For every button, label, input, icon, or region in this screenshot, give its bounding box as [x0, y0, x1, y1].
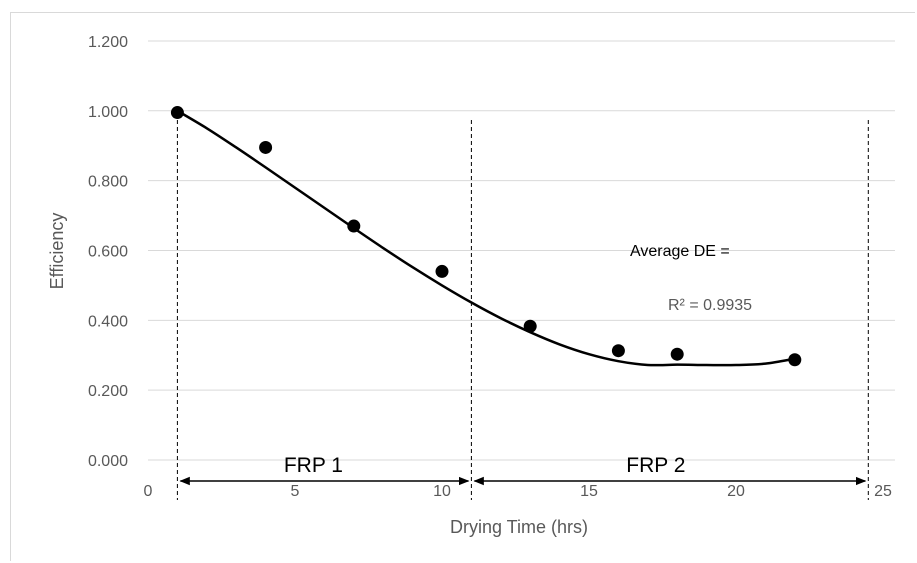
data-points [170, 106, 802, 367]
x-axis-ticks: 0 5 10 15 20 25 [144, 483, 892, 500]
trendline [176, 109, 796, 367]
x-tick-label: 20 [727, 483, 745, 500]
data-point [670, 347, 684, 361]
average-de-label: Average DE = [630, 243, 730, 260]
region-label: FRP 1 [284, 454, 343, 477]
y-tick-label: 0.400 [88, 313, 128, 330]
data-point [259, 140, 273, 154]
data-point [347, 219, 361, 233]
y-tick-label: 0.600 [88, 243, 128, 260]
region-arrows: FRP 1 FRP 2 [179, 454, 867, 486]
x-tick-label: 10 [433, 483, 451, 500]
region-label: FRP 2 [626, 454, 685, 477]
y-tick-label: 1.000 [88, 104, 128, 121]
y-tick-label: 0.200 [88, 383, 128, 400]
y-axis-ticks: 0.000 0.200 0.400 0.600 0.800 1.000 1.200 [88, 34, 128, 470]
y-axis-title: Efficiency [47, 213, 67, 290]
y-tick-label: 1.200 [88, 34, 128, 51]
data-point [611, 344, 625, 358]
data-point [788, 353, 802, 367]
r-squared-label: R² = 0.9935 [668, 297, 752, 314]
gridlines [148, 40, 895, 461]
y-tick-label: 0.800 [88, 174, 128, 191]
x-tick-label: 15 [580, 483, 598, 500]
x-tick-label: 25 [874, 483, 892, 500]
data-point [523, 319, 537, 333]
data-point [435, 264, 449, 278]
x-tick-label: 5 [291, 483, 300, 500]
y-tick-label: 0.000 [88, 453, 128, 470]
x-axis-title: Drying Time (hrs) [450, 517, 588, 537]
x-tick-label: 0 [144, 483, 153, 500]
data-point [170, 106, 184, 120]
chart-frame [10, 12, 915, 561]
region-dividers [176, 120, 869, 500]
